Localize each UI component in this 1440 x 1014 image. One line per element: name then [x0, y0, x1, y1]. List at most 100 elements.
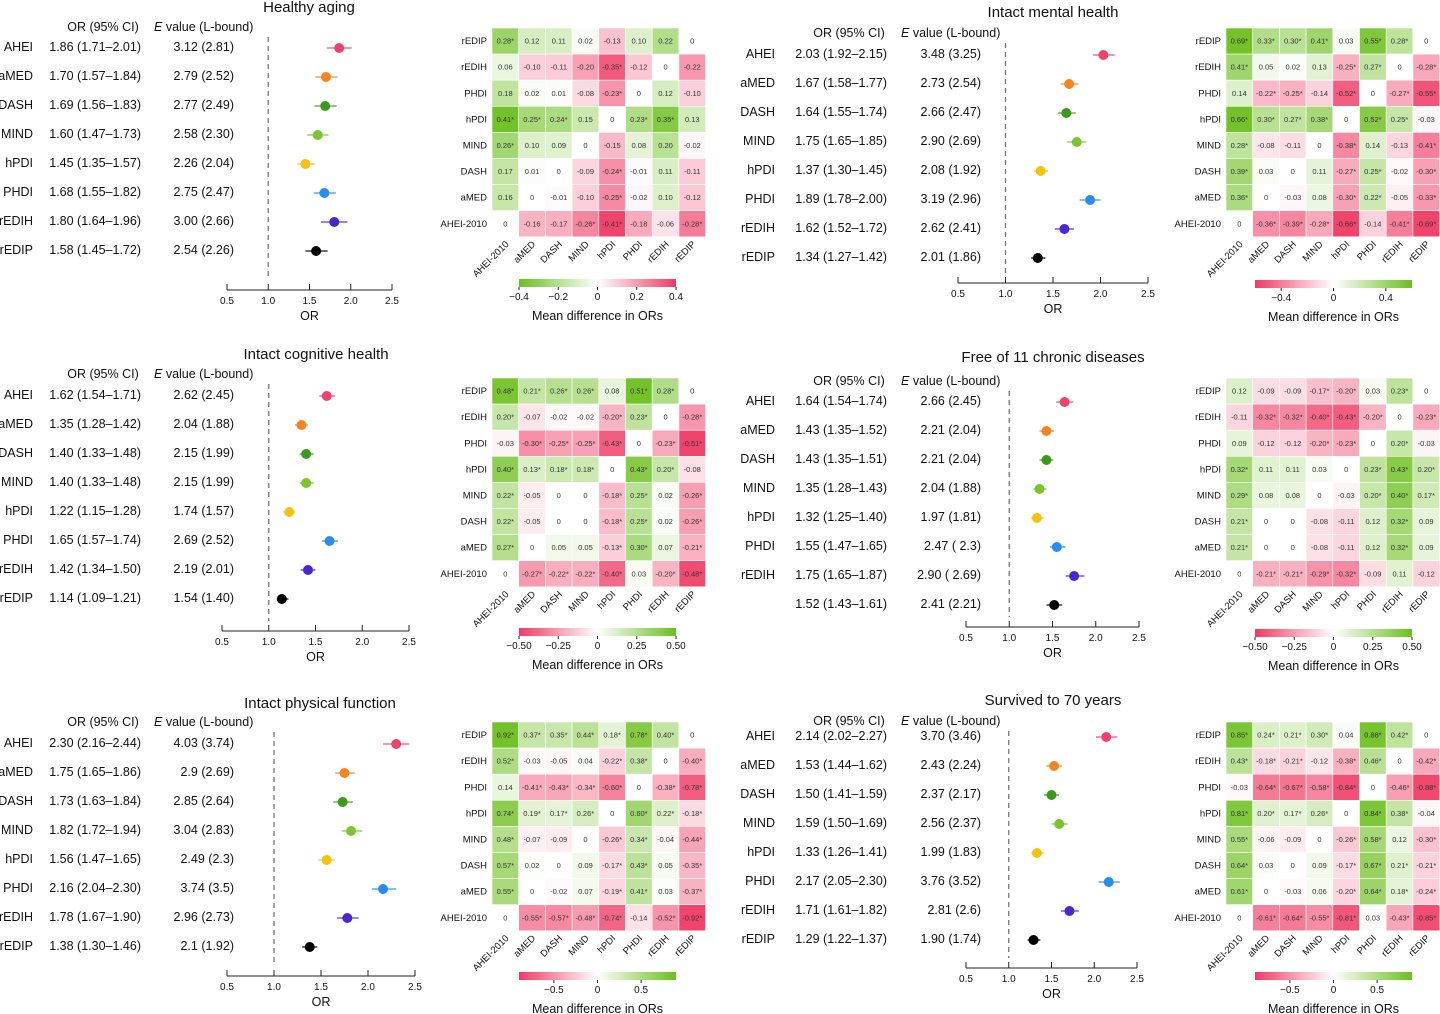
x-tick-label: 2.5: [1130, 974, 1144, 985]
heatmap-cell-value: 0: [530, 887, 534, 896]
heatmap-cell: [518, 53, 546, 81]
heatmap-cell: [1252, 482, 1280, 509]
heatmap-cell: [1305, 852, 1334, 879]
heatmap-cell-value: -0.02: [550, 413, 567, 422]
heatmap-cell-value: -0.02: [577, 413, 594, 422]
heatmap-cell: [678, 904, 706, 932]
or-value: 2.03 (1.92–2.15): [795, 47, 887, 61]
e-value: 2.69 (2.52): [174, 533, 234, 547]
heatmap-cell-value: -0.25*: [1283, 89, 1303, 98]
heatmap-cell-value: -0.48*: [682, 569, 702, 578]
heatmap-cell-value: -0.25*: [1336, 63, 1356, 72]
panel-intact-cognitive-health: Intact cognitive health OR (95% CI) E valu…: [0, 346, 706, 672]
heatmap-cell-value: -0.42*: [1416, 757, 1436, 766]
heatmap-cell-value: -0.21*: [1256, 569, 1276, 578]
or-value: 1.52 (1.43–1.61): [795, 597, 887, 611]
colorbar: [1255, 280, 1412, 288]
panel-title: Intact cognitive health: [243, 346, 388, 363]
heatmap-cell: [598, 799, 626, 827]
heatmap-col-label: aMED: [512, 589, 539, 616]
heatmap-cell: [625, 158, 653, 185]
heatmap-cell-value: 0.03: [1339, 37, 1354, 46]
heatmap-cell-value: 0.88*: [1364, 731, 1382, 740]
heatmap-cell-value: 0.48*: [497, 835, 515, 844]
heatmap-col-label: MIND: [1301, 239, 1326, 264]
e-value: 2.81 (2.6): [927, 903, 981, 917]
e-value: 3.48 (3.25): [921, 47, 981, 61]
heatmap-cell: [571, 429, 600, 457]
heatmap-cell: [1359, 482, 1387, 509]
heatmap-cell-value: 0.14: [498, 783, 513, 792]
heatmap-cell: [1305, 132, 1334, 159]
row-label: rEDIP: [0, 243, 33, 257]
heatmap-cell-value: -0.17*: [1309, 387, 1329, 396]
heatmap-cell-value: -0.64*: [1256, 783, 1276, 792]
or-point: [319, 188, 330, 198]
or-point: [276, 594, 287, 604]
heatmap-cell-value: 0.18*: [603, 731, 621, 740]
heatmap-cell: [651, 508, 680, 535]
heatmap-cell: [625, 210, 653, 238]
heatmap-row-label: rEDIH: [1195, 412, 1221, 423]
heatmap-cell: [1305, 482, 1334, 509]
row-label: rEDIP: [742, 250, 775, 264]
or-point: [1059, 397, 1070, 407]
heatmap-cell-value: 0.11: [1286, 465, 1300, 474]
heatmap-row-label: hPDI: [466, 114, 487, 125]
heatmap-cell-value: 0.28*: [657, 387, 675, 396]
heatmap-cell: [1279, 79, 1307, 107]
colorbar-tick-label: 0.5: [1370, 985, 1384, 996]
colorbar: [1255, 629, 1412, 637]
e-value: 2.75 (2.47): [174, 185, 234, 199]
or-point: [1049, 761, 1060, 771]
heatmap-cell-value: 0.85*: [1231, 731, 1249, 740]
heatmap-cell: [1225, 852, 1254, 879]
heatmap-col-label: DASH: [538, 589, 565, 616]
heatmap-cell-value: -0.66*: [1336, 219, 1356, 228]
heatmap-cell-value: -0.51*: [682, 439, 702, 448]
heatmap-cell: [491, 158, 520, 185]
colorbar-tick-label: 0.4: [1379, 293, 1393, 304]
row-label: aMED: [740, 423, 775, 437]
or-point: [321, 855, 332, 865]
heatmap-cell: [1359, 721, 1387, 749]
heatmap-cell-value: -0.02: [684, 141, 701, 150]
row-label: DASH: [0, 794, 33, 808]
heatmap-row-label: rEDIP: [1196, 36, 1221, 47]
row-label: AHEI: [4, 388, 33, 402]
row-label: rEDIH: [741, 221, 775, 235]
heatmap-cell: [1279, 721, 1307, 749]
colorbar-tick-label: 0: [1331, 985, 1337, 996]
heatmap-cell-value: 0.09: [1312, 861, 1327, 870]
heatmap-row-label: PHDI: [464, 88, 487, 99]
heatmap-cell-value: 0: [1264, 887, 1268, 896]
heatmap-cell-value: -0.55*: [522, 913, 542, 922]
heatmap-cell-value: 0.08: [632, 141, 647, 150]
e-value: 1.99 (1.83): [921, 845, 981, 859]
heatmap-cell-value: -0.18: [630, 219, 647, 228]
e-value: 3.00 (2.66): [174, 214, 234, 228]
e-value: 2.47 ( 2.3): [924, 539, 981, 553]
heatmap-row-label: hPDI: [466, 808, 487, 819]
heatmap-cell: [651, 429, 680, 457]
row-label: PHDI: [3, 185, 33, 199]
heatmap-cell-value: 0: [557, 491, 561, 500]
heatmap-cell-value: 0.30*: [1284, 37, 1302, 46]
heatmap-cell-value: -0.28*: [1309, 219, 1329, 228]
heatmap-row-label: aMED: [1195, 193, 1222, 204]
or-point: [312, 130, 323, 140]
heatmap-cell-value: -0.21*: [1283, 757, 1303, 766]
row-label: aMED: [740, 76, 775, 90]
heatmap-cell: [491, 904, 520, 932]
heatmap-cell: [1412, 721, 1440, 749]
heatmap-cell-value: 0.11: [1312, 167, 1326, 176]
colorbar-tick-label: −0.25: [546, 641, 572, 652]
heatmap-cell: [1359, 429, 1387, 457]
heatmap-cell: [518, 132, 546, 159]
heatmap-cell-value: 0: [1237, 569, 1241, 578]
heatmap-row-label: MIND: [463, 140, 487, 151]
heatmap-cell: [651, 773, 680, 801]
e-value: 2.04 (1.88): [921, 481, 981, 495]
row-label: hPDI: [747, 163, 775, 177]
x-tick-label: 1.0: [267, 982, 281, 993]
